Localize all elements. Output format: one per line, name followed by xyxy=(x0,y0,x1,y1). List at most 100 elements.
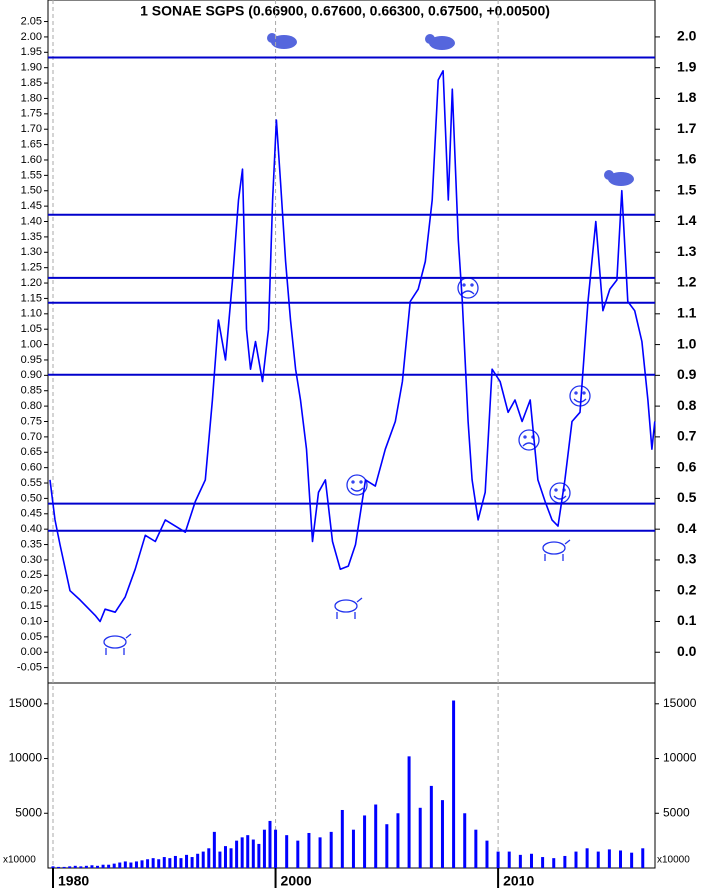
volume-bar xyxy=(62,866,66,868)
y-tick-label: 1.60 xyxy=(21,154,42,166)
volume-bar xyxy=(452,700,456,868)
volume-bar xyxy=(151,858,155,868)
y-tick-label: 1.20 xyxy=(21,277,42,289)
volume-bar xyxy=(363,815,367,868)
price-line xyxy=(49,70,656,623)
y-tick-label: 1.75 xyxy=(21,108,42,120)
y-tick-label: 1.70 xyxy=(21,123,42,135)
volume-bar xyxy=(84,865,88,868)
y2-tick-label: 0.9 xyxy=(677,366,697,382)
y2-tick-label: 0.3 xyxy=(677,551,697,567)
y-tick-label: 2.05 xyxy=(21,15,42,27)
y-tick-label: 0.75 xyxy=(21,415,42,427)
y-tick-label: 1.50 xyxy=(21,185,42,197)
volume-bar xyxy=(162,857,166,868)
volume-bar xyxy=(496,851,500,868)
volume-bar xyxy=(112,863,116,868)
volume-bar xyxy=(68,866,72,868)
volume-bar xyxy=(596,851,600,868)
volume-bar xyxy=(396,813,400,868)
vol-tick-label: 5000 xyxy=(15,805,42,819)
y2-tick-label: 1.8 xyxy=(677,89,697,105)
volume-bar xyxy=(485,840,489,868)
volume-bar xyxy=(585,848,589,868)
y-tick-label: 0.90 xyxy=(21,369,42,381)
volume-bar xyxy=(474,829,478,868)
y-tick-label: 0.80 xyxy=(21,400,42,412)
volume-bar xyxy=(218,851,222,868)
volume-bar xyxy=(619,850,623,868)
volume-bar xyxy=(552,858,556,868)
volume-bar xyxy=(212,831,216,868)
y2-tick-label: 1.3 xyxy=(677,243,697,259)
volume-bar xyxy=(101,864,105,868)
volume-bar xyxy=(173,855,177,868)
y2-tick-label: 1.0 xyxy=(677,335,697,351)
volume-bar xyxy=(168,858,172,868)
x-tick-label: 2010 xyxy=(503,873,534,889)
y2-tick-label: 1.7 xyxy=(677,120,697,136)
y-tick-label: 0.10 xyxy=(21,615,42,627)
vol-tick-label: 10000 xyxy=(9,751,43,765)
volume-bar xyxy=(351,829,355,868)
y-tick-label: -0.05 xyxy=(17,662,42,674)
x-tick-label: 2000 xyxy=(281,873,312,889)
volume-bar xyxy=(374,804,378,868)
volume-bar xyxy=(140,860,144,868)
y-tick-label: 1.45 xyxy=(21,200,42,212)
volume-bar xyxy=(118,862,122,868)
y-tick-label: 0.65 xyxy=(21,446,42,458)
multiplier-label: x10000 xyxy=(3,855,36,866)
bull-icon xyxy=(542,539,571,561)
x-tick-label: 1980 xyxy=(58,873,89,889)
volume-bar xyxy=(257,843,261,868)
y-tick-label: 0.70 xyxy=(21,431,42,443)
y-tick-label: 1.35 xyxy=(21,231,42,243)
volume-bar xyxy=(129,862,133,868)
y-tick-label: 0.35 xyxy=(21,538,42,550)
multiplier-label: x10000 xyxy=(657,855,690,866)
y-tick-label: 0.15 xyxy=(21,600,42,612)
smiley-icon xyxy=(346,474,368,496)
volume-bar xyxy=(223,846,227,868)
y2-tick-label: 0.1 xyxy=(677,612,697,628)
volume-bar xyxy=(190,857,194,868)
y-tick-label: 1.05 xyxy=(21,323,42,335)
vol-tick-label: 15000 xyxy=(663,696,697,710)
y-tick-label: 1.80 xyxy=(21,92,42,104)
volume-bar xyxy=(157,859,161,868)
plot-frame xyxy=(47,0,656,869)
volume-bar xyxy=(146,859,150,868)
bull-icon xyxy=(103,633,132,655)
y2-tick-label: 2.0 xyxy=(677,28,697,44)
volume-bar xyxy=(262,829,266,868)
volume-bar xyxy=(507,851,511,868)
volume-bar xyxy=(179,858,183,868)
volume-bar xyxy=(340,809,344,868)
volume-bar xyxy=(73,865,77,868)
y2-tick-label: 0.7 xyxy=(677,428,697,444)
vol-tick-label: 15000 xyxy=(9,696,43,710)
y-tick-label: 0.20 xyxy=(21,585,42,597)
y-tick-label: 0.55 xyxy=(21,477,42,489)
y-tick-label: 1.85 xyxy=(21,77,42,89)
volume-bar xyxy=(307,832,311,868)
volume-bar xyxy=(229,848,233,868)
volume-bar xyxy=(207,848,211,868)
y-tick-label: 1.90 xyxy=(21,62,42,74)
volume-bar xyxy=(418,807,422,868)
volume-bar xyxy=(518,854,522,868)
volume-bar xyxy=(385,824,389,868)
volume-bar xyxy=(463,813,467,868)
y-tick-label: 1.10 xyxy=(21,308,42,320)
volume-bar xyxy=(440,800,444,868)
vol-tick-label: 5000 xyxy=(663,805,690,819)
y-tick-label: 1.95 xyxy=(21,46,42,58)
y2-tick-label: 1.5 xyxy=(677,181,697,197)
volume-bar xyxy=(407,756,411,868)
bull-icon xyxy=(334,597,363,619)
volume-bar xyxy=(641,848,645,868)
y-tick-label: 0.05 xyxy=(21,631,42,643)
volume-bar xyxy=(274,829,278,868)
